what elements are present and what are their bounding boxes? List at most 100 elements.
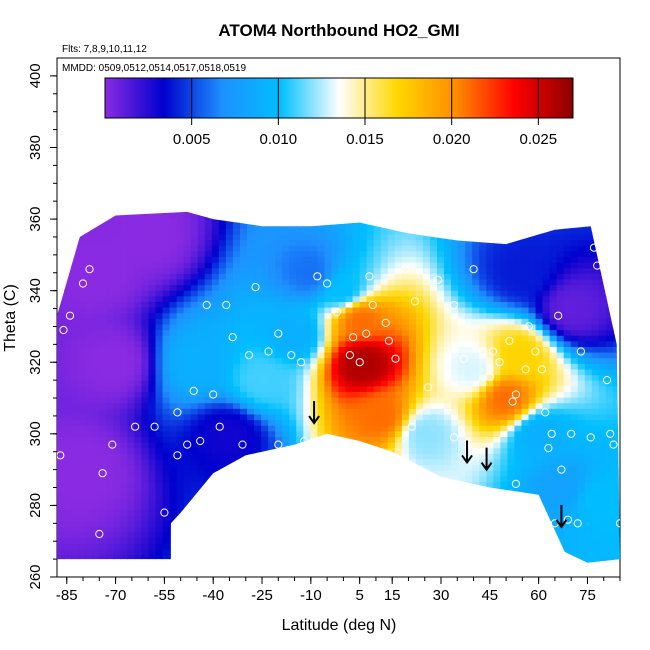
- heatmap-cell: [225, 250, 234, 257]
- heatmap-cell: [380, 233, 389, 241]
- heatmap-cell: [472, 368, 480, 376]
- heatmap-cell: [232, 318, 241, 325]
- heatmap-cell: [324, 357, 333, 364]
- heatmap-cell: [71, 357, 79, 364]
- heatmap-cell: [528, 475, 537, 482]
- heatmap-cell: [134, 481, 143, 488]
- heatmap-cell: [99, 380, 107, 387]
- heatmap-cell: [113, 492, 121, 499]
- heatmap-cell: [437, 385, 445, 392]
- heatmap-cell: [486, 380, 494, 387]
- heatmap-cell: [247, 374, 255, 381]
- heatmap-cell: [169, 368, 178, 376]
- heatmap-cell: [134, 318, 143, 325]
- heatmap-cell: [486, 323, 494, 331]
- heatmap-cell: [85, 481, 93, 488]
- heatmap-cell: [317, 307, 326, 314]
- heatmap-cell: [64, 374, 72, 381]
- heatmap-cell: [78, 245, 86, 252]
- heatmap-cell: [254, 391, 262, 398]
- heatmap-cell: [239, 352, 248, 359]
- heatmap-cell: [85, 509, 93, 516]
- heatmap-cell: [120, 217, 128, 224]
- heatmap-cell: [197, 267, 206, 274]
- heatmap-cell: [324, 262, 333, 269]
- heatmap-cell: [78, 520, 86, 527]
- heatmap-cell: [507, 385, 516, 392]
- heatmap-cell: [542, 453, 551, 460]
- heatmap-cell: [352, 278, 361, 286]
- heatmap-cell: [261, 352, 269, 359]
- heatmap-cell: [190, 233, 199, 241]
- heatmap-cell: [521, 430, 530, 437]
- heatmap-cell: [535, 346, 544, 353]
- heatmap-cell: [162, 385, 171, 392]
- heatmap-cell: [71, 335, 79, 342]
- heatmap-cell: [437, 329, 445, 336]
- heatmap-cell: [507, 323, 516, 331]
- heatmap-cell: [451, 374, 459, 381]
- heatmap-cell: [415, 318, 424, 325]
- heatmap-cell: [134, 245, 143, 252]
- heatmap-cell: [366, 419, 375, 426]
- heatmap-cell: [85, 447, 93, 454]
- heatmap-cell: [106, 413, 114, 421]
- heatmap-cell: [507, 425, 516, 432]
- heatmap-cell: [120, 385, 128, 392]
- heatmap-cell: [141, 487, 150, 494]
- heatmap-cell: [148, 475, 157, 482]
- heatmap-cell: [120, 419, 128, 426]
- heatmap-cell: [127, 335, 136, 342]
- heatmap-cell: [493, 442, 501, 449]
- heatmap-cell: [458, 413, 466, 421]
- heatmap-cell: [85, 487, 93, 494]
- heatmap-cell: [444, 290, 452, 297]
- heatmap-cell: [197, 402, 206, 409]
- heatmap-cell: [261, 357, 269, 364]
- heatmap-cell: [451, 464, 459, 471]
- heatmap-cell: [204, 217, 213, 224]
- heatmap-cell: [57, 543, 65, 550]
- heatmap-cell: [465, 464, 473, 471]
- heatmap-cell: [528, 295, 537, 302]
- heatmap-cell: [479, 307, 487, 314]
- heatmap-cell: [345, 346, 354, 353]
- heatmap-cell: [310, 307, 318, 314]
- heatmap-cell: [429, 340, 438, 347]
- heatmap-cell: [64, 537, 72, 544]
- heatmap-cell: [472, 290, 480, 297]
- heatmap-cell: [113, 357, 121, 364]
- heatmap-cell: [549, 453, 558, 460]
- heatmap-cell: [71, 515, 79, 522]
- heatmap-cell: [113, 543, 121, 550]
- heatmap-cell: [197, 312, 206, 319]
- heatmap-cell: [148, 250, 157, 257]
- heatmap-cell: [479, 447, 487, 454]
- heatmap-cell: [338, 380, 347, 387]
- heatmap-cell: [387, 256, 396, 263]
- heatmap-cell: [183, 481, 192, 488]
- heatmap-cell: [282, 323, 290, 331]
- heatmap-cell: [408, 402, 417, 409]
- heatmap-cell: [303, 374, 311, 381]
- heatmap-cell: [275, 329, 283, 336]
- heatmap-cell: [247, 301, 255, 308]
- heatmap-cell: [535, 307, 544, 314]
- heatmap-cell: [204, 436, 213, 443]
- heatmap-cell: [113, 503, 121, 511]
- heatmap-cell: [197, 391, 206, 398]
- heatmap-cell: [394, 250, 403, 257]
- heatmap-cell: [380, 284, 389, 291]
- heatmap-cell: [64, 363, 72, 370]
- heatmap-cell: [437, 250, 445, 257]
- heatmap-cell: [415, 267, 424, 274]
- heatmap-cell: [148, 262, 157, 269]
- heatmap-cell: [71, 374, 79, 381]
- heatmap-cell: [268, 442, 276, 449]
- heatmap-cell: [120, 295, 128, 302]
- heatmap-cell: [465, 408, 473, 415]
- heatmap-cell: [57, 402, 65, 409]
- heatmap-cell: [401, 368, 410, 376]
- heatmap-cell: [92, 267, 100, 274]
- heatmap-cell: [507, 470, 516, 477]
